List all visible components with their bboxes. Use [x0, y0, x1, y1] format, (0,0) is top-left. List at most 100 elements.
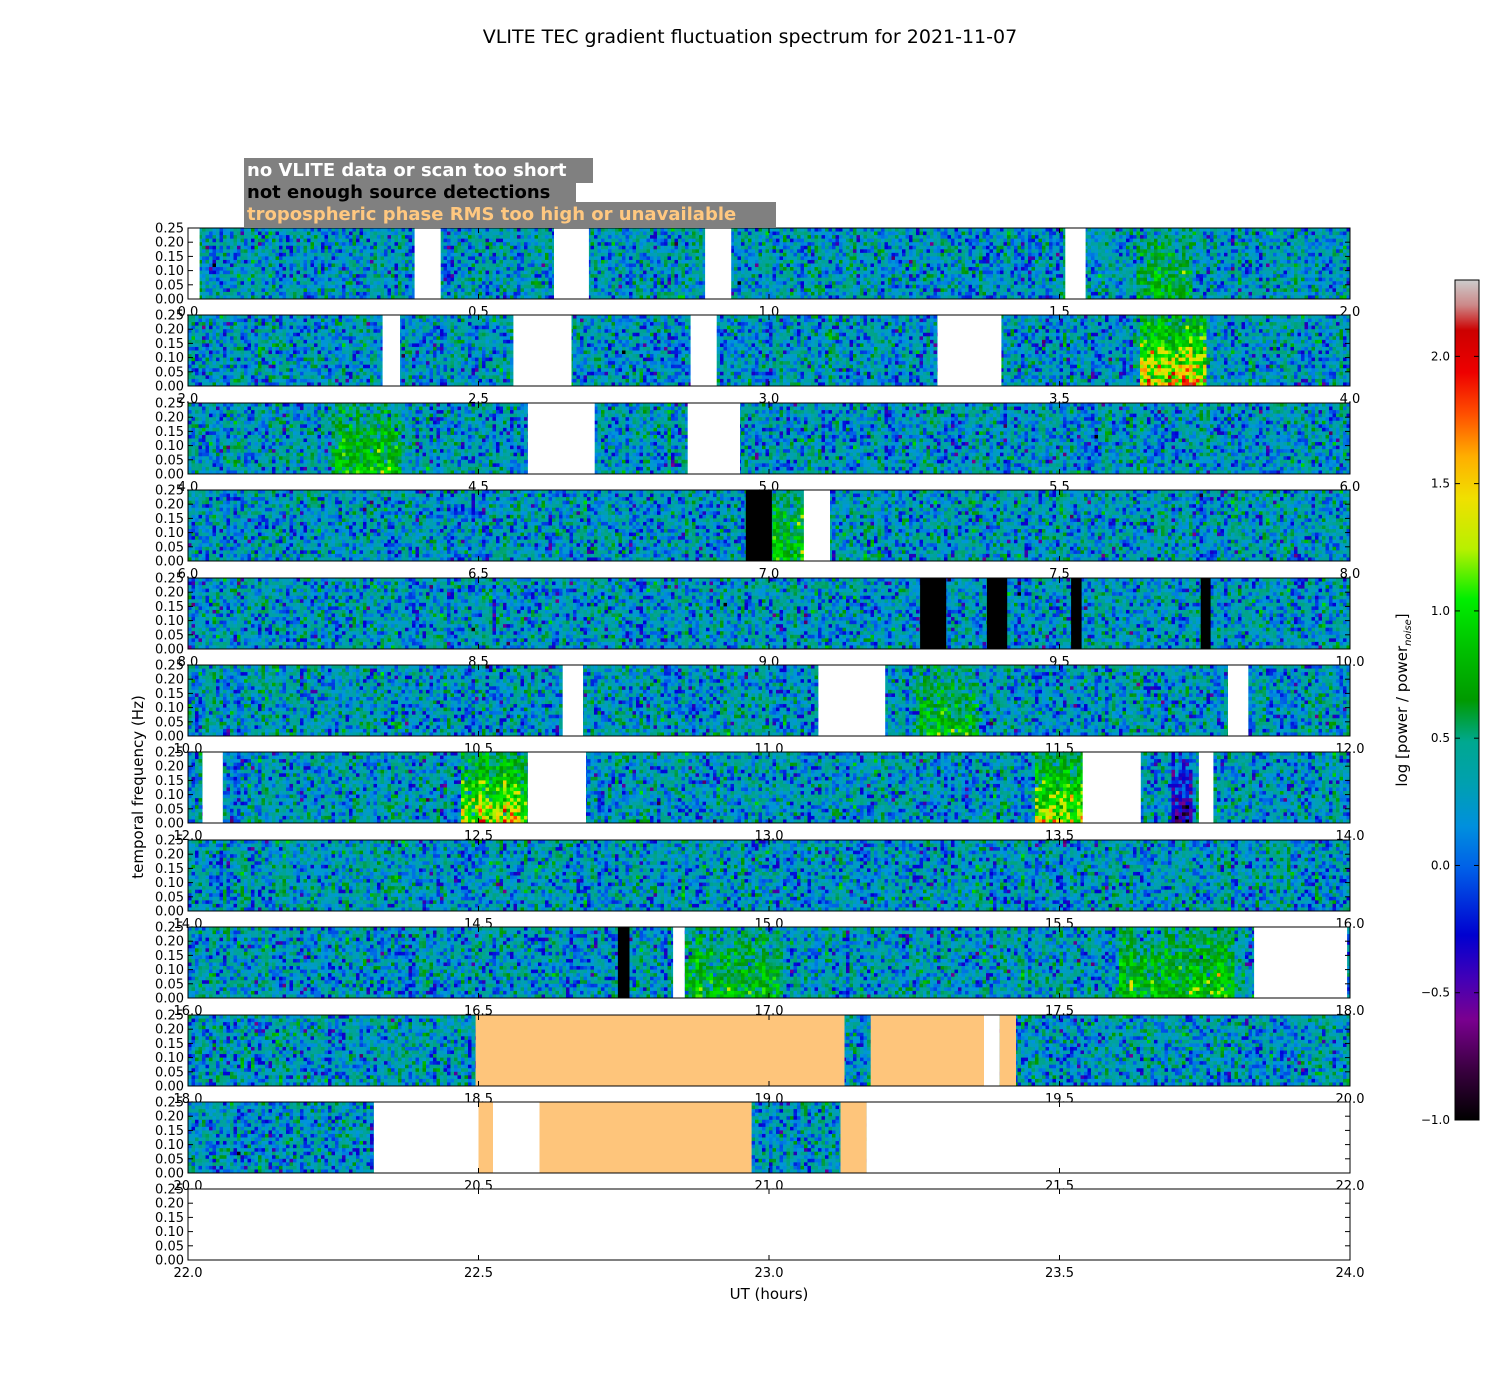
heatmap-cell — [367, 228, 371, 232]
heatmap-cell — [237, 260, 241, 264]
heatmap-cell — [244, 288, 248, 292]
heatmap-cell — [286, 239, 290, 243]
heatmap-cell — [342, 260, 346, 264]
heatmap-cell — [318, 242, 322, 246]
heatmap-cell — [234, 253, 238, 257]
heatmap-cell — [265, 271, 269, 275]
heatmap-cell — [237, 285, 241, 289]
heatmap-cell — [335, 288, 339, 292]
heatmap-cell — [356, 256, 360, 260]
heatmap-cell — [293, 260, 297, 264]
heatmap-cell — [255, 264, 259, 268]
heatmap-cell — [220, 232, 224, 236]
heatmap-cell — [458, 281, 462, 285]
heatmap-cell — [300, 281, 304, 285]
heatmap-cell — [279, 249, 283, 253]
heatmap-cell — [223, 271, 227, 275]
heatmap-cell — [293, 285, 297, 289]
heatmap-cell — [258, 281, 262, 285]
heatmap-cell — [461, 271, 465, 275]
heatmap-cell — [318, 285, 322, 289]
heatmap-cell — [209, 267, 213, 271]
heatmap-cell — [395, 267, 399, 271]
heatmap-cell — [237, 239, 241, 243]
heatmap-cell — [377, 281, 381, 285]
heatmap-cell — [367, 281, 371, 285]
heatmap-cell — [363, 242, 367, 246]
heatmap-cell — [279, 264, 283, 268]
heatmap-cell — [451, 235, 455, 239]
heatmap-cell — [328, 285, 332, 289]
heatmap-cell — [276, 292, 280, 296]
heatmap-cell — [304, 281, 308, 285]
heatmap-cell — [398, 288, 402, 292]
heatmap-cell — [381, 281, 385, 285]
heatmap-cell — [388, 232, 392, 236]
heatmap-cell — [363, 285, 367, 289]
heatmap-cell — [307, 267, 311, 271]
heatmap-cell — [213, 285, 217, 289]
heatmap-cell — [360, 239, 364, 243]
heatmap-cell — [227, 281, 231, 285]
heatmap-cell — [454, 288, 458, 292]
heatmap-cell — [290, 228, 294, 232]
heatmap-cell — [307, 264, 311, 268]
heatmap-cell — [342, 274, 346, 278]
heatmap-cell — [255, 228, 259, 232]
heatmap-cell — [307, 242, 311, 246]
heatmap-cell — [353, 281, 357, 285]
heatmap-cell — [349, 271, 353, 275]
heatmap-cell — [283, 271, 287, 275]
heatmap-cell — [269, 292, 273, 296]
heatmap-cell — [272, 271, 276, 275]
heatmap-cell — [409, 267, 413, 271]
heatmap-cell — [311, 235, 315, 239]
heatmap-cell — [451, 228, 455, 232]
heatmap-cell — [213, 278, 217, 282]
heatmap-cell — [300, 260, 304, 264]
heatmap-cell — [339, 239, 343, 243]
heatmap-cell — [391, 288, 395, 292]
heatmap-cell — [276, 260, 280, 264]
heatmap-cell — [311, 288, 315, 292]
heatmap-cell — [454, 260, 458, 264]
heatmap-cell — [276, 253, 280, 257]
heatmap-cell — [255, 281, 259, 285]
heatmap-cell — [335, 235, 339, 239]
heatmap-cell — [220, 285, 224, 289]
heatmap-cell — [349, 292, 353, 296]
heatmap-cell — [209, 228, 213, 232]
heatmap-cell — [405, 288, 409, 292]
heatmap-cell — [370, 253, 374, 257]
heatmap-cell — [342, 242, 346, 246]
heatmap-cell — [388, 253, 392, 257]
heatmap-cell — [272, 281, 276, 285]
heatmap-cell — [272, 249, 276, 253]
heatmap-cell — [402, 292, 406, 296]
heatmap-cell — [318, 264, 322, 268]
heatmap-cell — [377, 232, 381, 236]
heatmap-cell — [398, 242, 402, 246]
heatmap-cell — [328, 228, 332, 232]
heatmap-cell — [230, 288, 234, 292]
heatmap-cell — [349, 246, 353, 250]
heatmap-cell — [237, 235, 241, 239]
heatmap-cell — [262, 253, 266, 257]
heatmap-cell — [234, 271, 238, 275]
heatmap-cell — [398, 264, 402, 268]
heatmap-cell — [374, 278, 378, 282]
heatmap-cell — [237, 249, 241, 253]
heatmap-cell — [342, 246, 346, 250]
heatmap-cell — [314, 278, 318, 282]
heatmap-cell — [290, 267, 294, 271]
heatmap-cell — [283, 281, 287, 285]
heatmap-cell — [230, 292, 234, 296]
heatmap-cell — [251, 232, 255, 236]
heatmap-cell — [367, 271, 371, 275]
heatmap-cell — [230, 239, 234, 243]
heatmap-cell — [384, 260, 388, 264]
heatmap-cell — [381, 253, 385, 257]
heatmap-cell — [391, 281, 395, 285]
heatmap-cell — [251, 235, 255, 239]
heatmap-cell — [447, 260, 451, 264]
